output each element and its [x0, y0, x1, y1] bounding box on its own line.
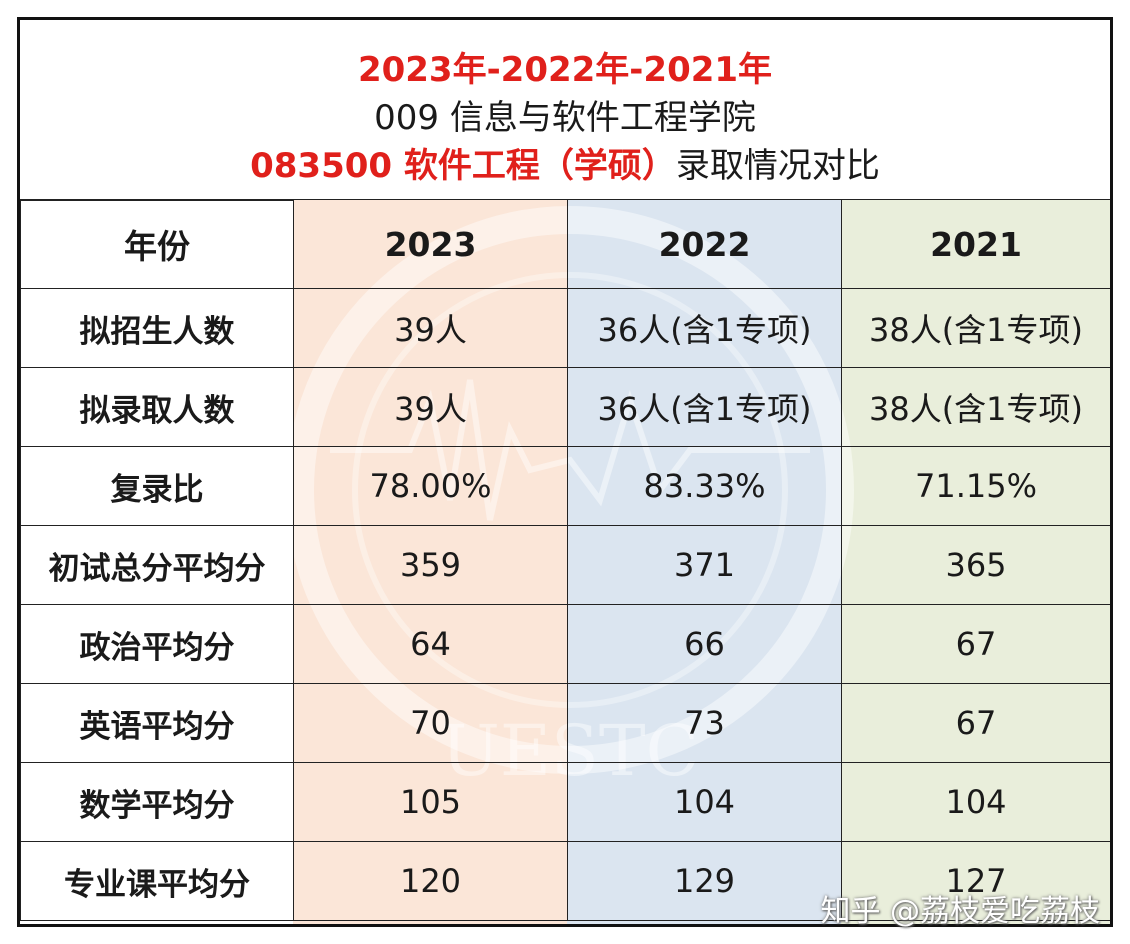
value-cell: 71.15%	[841, 446, 1110, 526]
value-cell: 70	[293, 683, 568, 763]
value-cell: 39人	[293, 367, 568, 447]
table-row: 拟录取人数 39人 36人(含1专项) 38人(含1专项)	[20, 367, 1110, 447]
value-cell: 67	[841, 683, 1110, 763]
value-cell: 36人(含1专项)	[567, 367, 842, 447]
row-label: 拟录取人数	[20, 367, 294, 447]
author-credit: 知乎 @荔枝爱吃荔枝	[820, 894, 1100, 929]
value-cell: 120	[293, 841, 568, 921]
row-label: 专业课平均分	[20, 841, 294, 921]
value-cell: 104	[841, 762, 1110, 842]
table-row: 拟招生人数 39人 36人(含1专项) 38人(含1专项)	[20, 288, 1110, 368]
value-cell: 365	[841, 525, 1110, 605]
table-header-row: 年份 2023 2022 2021	[20, 199, 1110, 289]
value-cell: 38人(含1专项)	[841, 367, 1110, 447]
title-program-name: 083500 软件工程（学硕）	[250, 146, 676, 186]
table-row: 初试总分平均分 359 371 365	[20, 525, 1110, 605]
table-row: 数学平均分 105 104 104	[20, 762, 1110, 842]
value-cell: 67	[841, 604, 1110, 684]
table-row: 专业课平均分 120 129 127	[20, 841, 1110, 921]
value-cell: 129	[567, 841, 842, 921]
title-school: 009 信息与软件工程学院	[374, 98, 756, 138]
value-cell: 359	[293, 525, 568, 605]
value-cell: 78.00%	[293, 446, 568, 526]
value-cell: 38人(含1专项)	[841, 288, 1110, 368]
comparison-table-frame: 2023年-2022年-2021年 009 信息与软件工程学院 083500 软…	[17, 17, 1113, 927]
value-cell: 73	[567, 683, 842, 763]
value-cell: 66	[567, 604, 842, 684]
value-cell: 127	[841, 841, 1110, 921]
header-cell-year: 2023	[293, 199, 568, 289]
row-label: 复录比	[20, 446, 294, 526]
row-label: 英语平均分	[20, 683, 294, 763]
title-program-suffix: 录取情况对比	[675, 146, 880, 186]
title-years: 2023年-2022年-2021年	[357, 50, 773, 90]
row-label: 初试总分平均分	[20, 525, 294, 605]
row-label: 数学平均分	[20, 762, 294, 842]
table-row: 英语平均分 70 73 67	[20, 683, 1110, 763]
header-cell-year: 2022	[567, 199, 842, 289]
value-cell: 39人	[293, 288, 568, 368]
row-label: 政治平均分	[20, 604, 294, 684]
header-cell-year: 2021	[841, 199, 1110, 289]
value-cell: 105	[293, 762, 568, 842]
title-program: 083500 软件工程（学硕）录取情况对比	[20, 138, 1110, 187]
row-label: 拟招生人数	[20, 288, 294, 368]
admission-comparison-table: 年份 2023 2022 2021 拟招生人数 39人 36人(含1专项) 38人(含1专项)…	[20, 199, 1110, 921]
table-row: 政治平均分 64 66 67	[20, 604, 1110, 684]
value-cell: 36人(含1专项)	[567, 288, 842, 368]
value-cell: 64	[293, 604, 568, 684]
value-cell: 371	[567, 525, 842, 605]
table-title-block: 2023年-2022年-2021年 009 信息与软件工程学院 083500 软…	[20, 20, 1110, 201]
value-cell: 104	[567, 762, 842, 842]
value-cell: 83.33%	[567, 446, 842, 526]
table-row: 复录比 78.00% 83.33% 71.15%	[20, 446, 1110, 526]
header-cell-label: 年份	[20, 199, 294, 289]
